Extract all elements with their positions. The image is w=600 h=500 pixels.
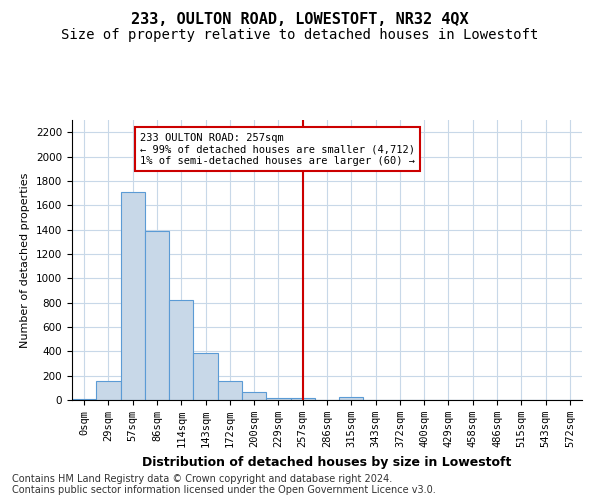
Bar xyxy=(242,392,266,400)
Text: Contains public sector information licensed under the Open Government Licence v3: Contains public sector information licen… xyxy=(12,485,436,495)
Bar xyxy=(145,231,169,400)
Bar xyxy=(193,353,218,400)
Bar xyxy=(96,381,121,400)
Bar xyxy=(339,397,364,400)
Text: Size of property relative to detached houses in Lowestoft: Size of property relative to detached ho… xyxy=(61,28,539,42)
Bar xyxy=(121,192,145,400)
X-axis label: Distribution of detached houses by size in Lowestoft: Distribution of detached houses by size … xyxy=(142,456,512,468)
Bar xyxy=(218,380,242,400)
Bar xyxy=(72,399,96,400)
Bar xyxy=(266,398,290,400)
Text: Contains HM Land Registry data © Crown copyright and database right 2024.: Contains HM Land Registry data © Crown c… xyxy=(12,474,392,484)
Text: 233, OULTON ROAD, LOWESTOFT, NR32 4QX: 233, OULTON ROAD, LOWESTOFT, NR32 4QX xyxy=(131,12,469,28)
Bar xyxy=(169,300,193,400)
Bar xyxy=(290,398,315,400)
Text: 233 OULTON ROAD: 257sqm
← 99% of detached houses are smaller (4,712)
1% of semi-: 233 OULTON ROAD: 257sqm ← 99% of detache… xyxy=(140,132,415,166)
Y-axis label: Number of detached properties: Number of detached properties xyxy=(20,172,31,348)
